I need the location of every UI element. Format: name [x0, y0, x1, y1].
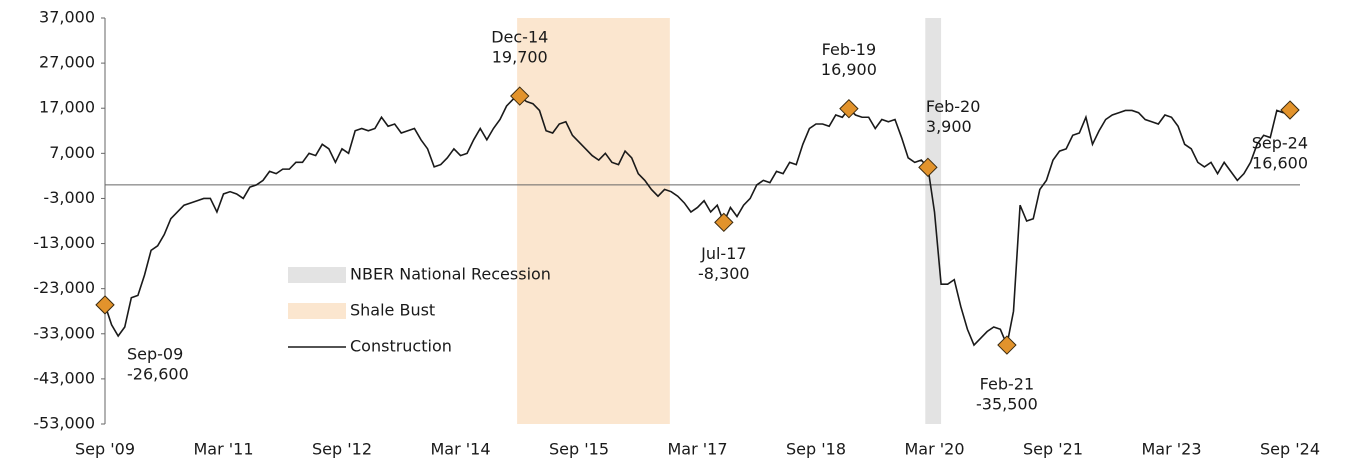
value-label: 16,900 — [821, 60, 877, 79]
value-label: -26,600 — [127, 364, 189, 383]
marker — [510, 86, 530, 106]
x-tick-label: Sep '15 — [549, 440, 609, 459]
marker — [95, 295, 115, 315]
point-label: Feb-20 — [926, 97, 980, 116]
y-tick-label: -33,000 — [33, 323, 95, 342]
x-tick-label: Mar '17 — [667, 440, 727, 459]
y-tick-label: 27,000 — [39, 53, 95, 72]
value-label: -35,500 — [976, 395, 1038, 414]
legend-label: NBER National Recession — [350, 265, 551, 284]
value-label: 3,900 — [926, 117, 972, 136]
shaded-span — [925, 18, 942, 424]
series-line — [104, 95, 1291, 348]
y-tick-label: 7,000 — [49, 143, 95, 162]
y-tick-label: 37,000 — [39, 8, 95, 27]
value-label: 16,600 — [1252, 154, 1308, 173]
x-tick-label: Sep '12 — [312, 440, 372, 459]
shaded-span — [517, 18, 670, 424]
legend-label: Construction — [350, 337, 452, 356]
marker — [997, 335, 1017, 355]
marker — [918, 157, 938, 178]
y-tick-label: -23,000 — [33, 278, 95, 297]
x-tick-label: Sep '09 — [75, 440, 135, 459]
marker — [1280, 100, 1300, 120]
point-label: Dec-14 — [491, 28, 548, 47]
legend-swatch — [288, 267, 346, 283]
value-label: 19,700 — [492, 48, 548, 67]
x-tick-label: Mar '23 — [1141, 440, 1201, 459]
marker — [839, 98, 859, 119]
marker — [714, 212, 734, 233]
point-label: Feb-19 — [822, 40, 876, 59]
x-tick-label: Mar '11 — [193, 440, 253, 459]
y-tick-label: 17,000 — [39, 98, 95, 117]
value-label: -8,300 — [698, 264, 750, 283]
x-tick-label: Sep '21 — [1023, 440, 1083, 459]
legend-label: Shale Bust — [350, 301, 435, 320]
legend-swatch — [288, 303, 346, 319]
y-tick-label: -3,000 — [43, 188, 95, 207]
point-label: Feb-21 — [980, 375, 1034, 394]
point-label: Sep-24 — [1252, 134, 1308, 153]
y-tick-label: -13,000 — [33, 233, 95, 252]
point-label: Jul-17 — [700, 244, 746, 263]
y-tick-label: -43,000 — [33, 368, 95, 387]
x-tick-label: Sep '18 — [786, 440, 846, 459]
x-tick-label: Sep '24 — [1260, 440, 1320, 459]
x-tick-label: Mar '14 — [430, 440, 490, 459]
point-label: Sep-09 — [127, 344, 183, 363]
y-tick-label: -53,000 — [33, 414, 95, 433]
x-tick-label: Mar '20 — [904, 440, 964, 459]
